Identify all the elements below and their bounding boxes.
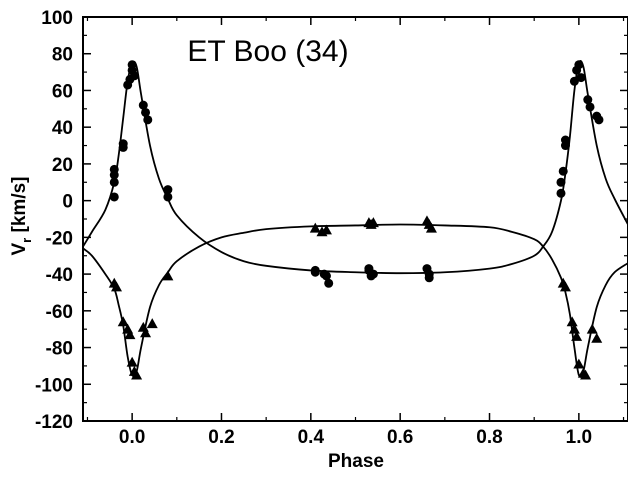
circle-data-point [321,271,331,281]
triangle-data-point [309,222,321,233]
triangle-data-point [124,329,136,340]
circle-data-point [109,192,119,202]
circle-data-point [138,100,148,110]
circle-data-point [424,273,434,283]
circle-data-point [556,177,566,187]
x-tick-label: 0.8 [476,427,502,448]
circle-data-point [129,71,139,81]
x-tick-label: 0.4 [298,427,325,448]
circle-data-point [558,166,568,176]
ticks-layer: 0.0 0.2 0.4 0.6 0.8 1.0 100 80 60 40 20 0 -20 -40 -60 -… [35,8,628,448]
circle-data-point [576,73,586,83]
plot-frame [82,16,628,422]
circle-data-point [366,271,376,281]
triangle-data-point [566,316,578,327]
triangle-data-point [571,331,583,341]
y-tick-label: -80 [46,339,73,360]
y-tick-label: -20 [46,228,73,249]
y-tick-label: 40 [52,118,73,139]
y-tick-label: -40 [46,265,73,286]
triangle-data-point [111,281,123,292]
x-tick-label: 0.0 [119,427,145,448]
triangle-data-point [126,356,138,367]
y-axis-title-main: V [9,243,30,256]
y-axis-title: Vr [km/s] [9,177,34,256]
triangle-data-point [573,358,585,369]
triangle-data-point [580,369,592,380]
fit-curve-2 [83,223,628,378]
triangle-data-point [591,332,603,343]
circle-data-point [143,115,153,125]
data-points-layer [108,60,604,380]
fit-curve-1 [83,60,628,275]
circle-data-point [585,102,595,112]
circle-data-point [163,185,173,195]
circle-data-point [594,115,604,125]
circle-data-point [583,95,593,105]
circle-data-point [141,107,151,117]
circle-data-point [118,142,128,152]
triangle-data-point [117,316,129,327]
circle-data-point [310,267,320,277]
triangle-data-point [559,281,571,292]
triangle-data-point [367,217,379,228]
fit-curves-layer [83,60,628,378]
y-tick-label: 100 [41,8,73,29]
y-tick-label: 20 [52,155,73,176]
y-tick-label: 60 [52,81,73,102]
triangle-data-point [162,270,174,281]
triangle-data-point [140,327,152,338]
circle-data-point [574,60,584,70]
triangle-data-point [131,369,143,380]
x-tick-label: 1.0 [566,427,592,448]
triangle-data-point [425,222,437,233]
y-tick-label: 80 [52,45,73,66]
triangle-data-point [137,321,149,332]
circle-data-point [127,60,137,70]
x-tick-label: 0.2 [208,427,234,448]
triangle-data-point [146,318,158,329]
circle-data-point [324,278,334,288]
circle-data-point [569,76,579,86]
circle-data-point [560,135,570,145]
circle-data-point [109,177,119,187]
circle-data-point [163,192,173,202]
triangle-data-point [586,323,598,334]
triangle-data-point [568,323,580,334]
y-tick-label: -60 [46,302,73,323]
y-axis-title-subscript: r [19,238,34,243]
circle-data-point [109,164,119,174]
y-tick-label: -120 [35,412,73,433]
x-axis-title: Phase [328,451,384,472]
chart-title: ET Boo (34) [187,35,348,68]
triangle-data-point [320,224,332,235]
y-tick-label: -100 [35,375,73,396]
circle-data-point [556,188,566,198]
x-tick-label: 0.6 [387,427,413,448]
y-tick-label: 0 [62,192,73,213]
y-axis-title-unit: [km/s] [9,177,30,238]
